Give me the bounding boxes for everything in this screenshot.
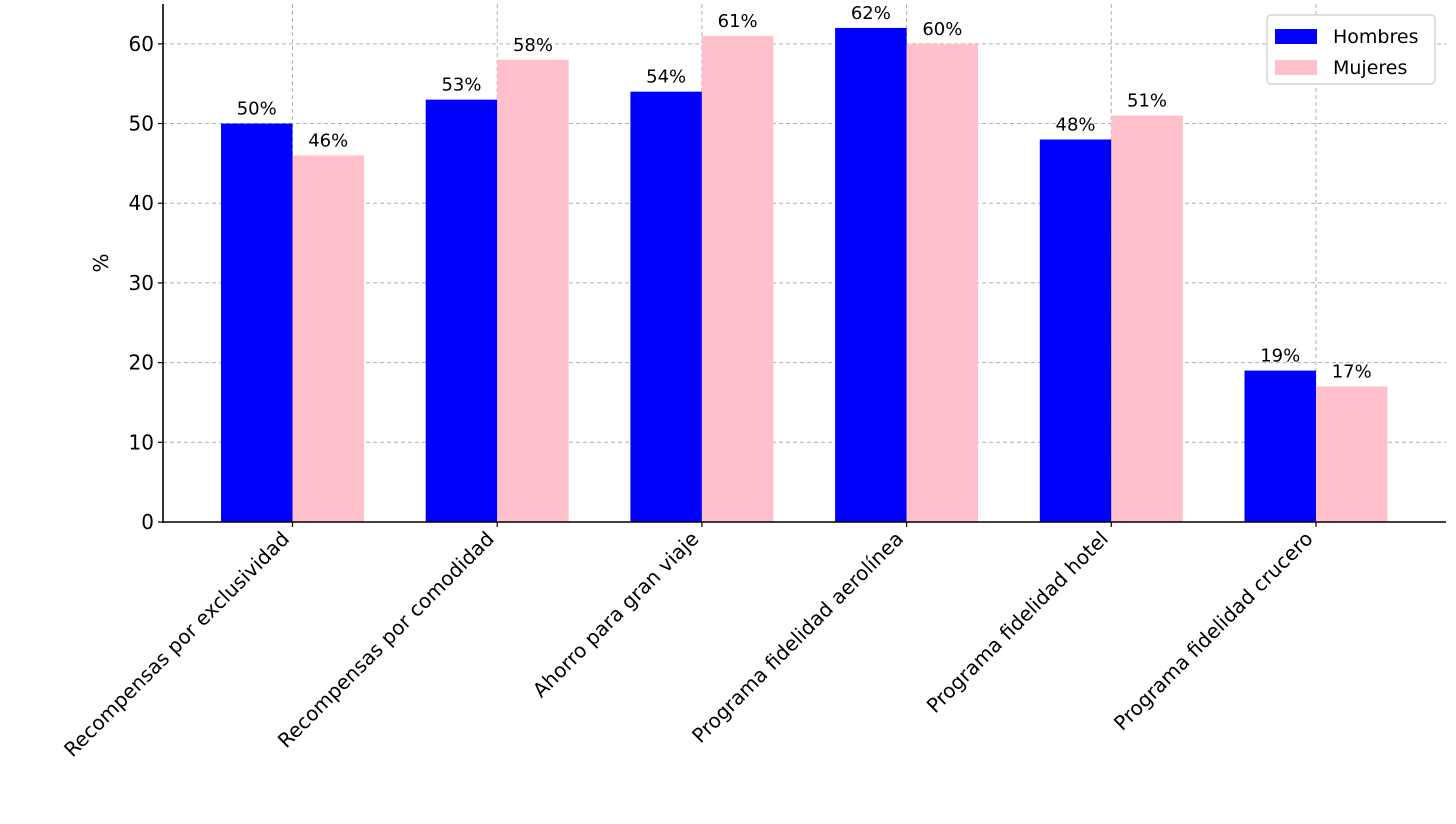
bar-value-label: 46% <box>308 130 348 151</box>
legend-label-mujeres: Mujeres <box>1333 57 1407 79</box>
bar-hombres <box>1039 139 1112 522</box>
x-tick-label: Programa fidelidad crucero <box>1109 527 1318 736</box>
y-tick-label: 0 <box>141 510 154 534</box>
y-tick-label: 30 <box>129 271 154 295</box>
bar-value-label: 51% <box>1127 91 1167 112</box>
bar-mujeres <box>906 43 979 522</box>
bar-value-label: 58% <box>513 35 553 56</box>
bar-value-label: 53% <box>441 75 481 96</box>
y-tick-labels: 0 10 20 30 40 50 60 <box>129 32 163 534</box>
bars <box>221 27 1388 523</box>
x-tick-label: Recompensas por comodidad <box>273 527 499 753</box>
x-tick-label: Recompensas por exclusividad <box>59 527 294 762</box>
y-tick-label: 40 <box>129 191 154 215</box>
legend-swatch-mujeres <box>1275 60 1317 75</box>
y-tick-label: 10 <box>129 430 154 454</box>
bar-value-label: 54% <box>646 67 686 88</box>
y-tick-label: 50 <box>129 112 154 136</box>
y-tick-label: 20 <box>129 351 154 375</box>
bar-hombres <box>425 99 498 522</box>
bar-hombres <box>630 91 702 523</box>
bar-hombres <box>221 123 293 523</box>
x-tick-label: Ahorro para gran viaje <box>528 527 704 703</box>
bar-value-label: 50% <box>237 99 277 120</box>
bar-mujeres <box>1111 115 1183 523</box>
bar-mujeres <box>497 59 569 523</box>
bar-value-label: 48% <box>1056 114 1096 135</box>
y-tick-label: 60 <box>129 32 154 56</box>
bar-value-label: 61% <box>718 11 758 32</box>
bar-value-label: 19% <box>1260 346 1300 367</box>
bar-hombres <box>1244 370 1316 522</box>
y-axis-title: % <box>89 253 113 272</box>
bar-value-label: 62% <box>851 3 891 24</box>
bar-value-label: 60% <box>922 19 962 40</box>
bar-mujeres <box>292 155 364 522</box>
x-tick-label: Programa fidelidad hotel <box>922 527 1113 718</box>
bar-value-labels: 50% 53% 54% 62% 48% 19% 46% 58% 61% 60% 51% 17% <box>237 3 1372 383</box>
legend-swatch-hombres <box>1275 29 1317 44</box>
bar-mujeres <box>1316 386 1388 522</box>
bar-mujeres <box>701 35 774 522</box>
bar-value-label: 17% <box>1332 362 1372 383</box>
x-tick-label: Programa fidelidad aerolínea <box>687 527 908 748</box>
axes <box>162 4 1446 523</box>
x-tick-labels: Recompensas por exclusividadRecompensas … <box>59 522 1318 762</box>
legend: Hombres Mujeres <box>1266 14 1436 85</box>
legend-label-hombres: Hombres <box>1333 26 1418 48</box>
bar-hombres <box>835 27 907 523</box>
